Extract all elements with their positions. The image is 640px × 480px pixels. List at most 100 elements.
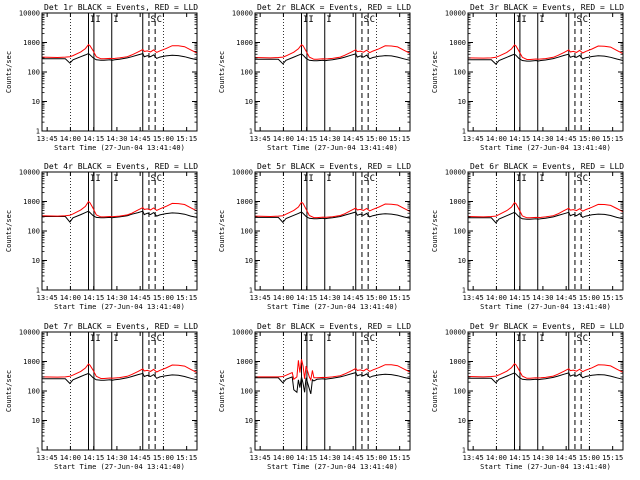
panel-3-x-axis-label: Start Time (27-Jun-04 13:41:40) [480,144,611,152]
panel-4-marker-label-4: S [150,174,155,184]
panel-7-marker-label-3: I [113,334,118,344]
panel-1-y-tick-label-2: 10 [32,98,40,106]
panel-4-x-tick-label-5: 14:45 [130,294,151,302]
panel-3-title: Det 3r BLACK = Events, RED = LLD [470,3,624,12]
panel-2-marker-label-3: I [326,15,331,25]
panel-1-y-tick-label-1: 1 [36,128,40,136]
panel-9-y-tick-label-3: 100 [453,388,466,396]
panel-8-marker-label-1: I [303,334,308,344]
panel-8-title: Det 8r BLACK = Events, RED = LLD [257,322,411,331]
panel-8-y-axis-label: Counts/sec [218,370,226,412]
panel-1-black-series [42,53,198,64]
panel-1-x-tick-label-4: 14:30 [106,135,127,143]
panel-3-marker-label-5: C [583,15,588,25]
panel-6-x-axis-label: Start Time (27-Jun-04 13:41:40) [480,303,611,311]
panel-7-y-tick-label-3: 100 [27,388,40,396]
panel-3-y-tick-label-5: 10000 [445,10,466,18]
panel-7-red-series [41,363,198,379]
panel-8-y-tick-label-3: 100 [240,388,253,396]
panel-8-black-series [255,372,411,395]
panel-3-x-tick-label-5: 14:45 [556,135,577,143]
panel-8-x-tick-label-4: 14:30 [319,454,340,462]
panel-7-title: Det 7r BLACK = Events, RED = LLD [44,322,198,331]
panel-4-y-tick-label-2: 10 [32,257,40,265]
panel-5-y-tick-label-1: 1 [249,287,253,295]
panel-2-marker-label-1: I [303,15,308,25]
panel-1-red-series [41,43,198,60]
panel-1-x-tick-label-1: 13:45 [37,135,58,143]
panel-7-x-axis-label: Start Time (27-Jun-04 13:41:40) [54,463,185,471]
panel-8-y-tick-label-4: 1000 [236,358,253,366]
panel-7-y-tick-label-4: 1000 [23,358,40,366]
panel-4-y-tick-label-4: 1000 [23,198,40,206]
panel-1-x-axis-label: Start Time (27-Jun-04 13:41:40) [54,144,185,152]
panel-7-x-tick-label-5: 14:45 [130,454,151,462]
panel-9-y-tick-label-2: 10 [458,417,466,425]
panel-7-x-tick-label-6: 15:00 [153,454,174,462]
panel-9-marker-label-4: S [576,334,581,344]
panel-1-x-tick-label-6: 15:00 [153,135,174,143]
panel-5-title: Det 5r BLACK = Events, RED = LLD [257,162,411,171]
panel-5-red-series [254,201,411,219]
panel-7-x-tick-label-7: 15:15 [176,454,197,462]
panel-2-x-tick-label-4: 14:30 [319,135,340,143]
panel-4-marker-label-2: I [95,174,100,184]
panel-2-y-tick-label-5: 10000 [232,10,253,18]
panel-4-frame [41,171,198,291]
panel-6-x-tick-label-7: 15:15 [602,294,623,302]
panel-2-frame [254,12,411,132]
panel-5-marker-label-4: S [363,174,368,184]
panel-5-marker-label-1: I [303,174,308,184]
panel-2-x-axis-label: Start Time (27-Jun-04 13:41:40) [267,144,398,152]
panel-5-x-tick-label-3: 14:15 [296,294,317,302]
panel-3-y-tick-label-2: 10 [458,98,466,106]
panel-3-y-tick-label-1: 1 [462,128,466,136]
panel-5-y-axis-label: Counts/sec [218,210,226,252]
panel-8-marker-label-2: I [308,334,313,344]
panel-4-x-tick-label-7: 15:15 [176,294,197,302]
panel-1-x-tick-label-3: 14:15 [83,135,104,143]
panel-9-y-tick-label-4: 1000 [449,358,466,366]
panel-9-x-axis-label: Start Time (27-Jun-04 13:41:40) [480,463,611,471]
panel-5-marker-label-2: I [308,174,313,184]
panel-7-y-axis-label: Counts/sec [5,370,13,412]
panel-8-x-tick-label-7: 15:15 [389,454,410,462]
panel-5-y-tick-label-4: 1000 [236,198,253,206]
panel-7-frame [41,331,198,451]
panel-3-x-tick-label-2: 14:00 [486,135,507,143]
panel-6-x-tick-label-3: 14:15 [509,294,530,302]
panel-3-y-tick-label-4: 1000 [449,39,466,47]
panel-2-x-tick-label-6: 15:00 [366,135,387,143]
panel-4-y-tick-label-5: 10000 [19,169,40,177]
panel-5-y-tick-label-3: 100 [240,228,253,236]
panel-1-marker-label-2: I [95,15,100,25]
panel-3-red-series [467,44,624,60]
panel-7-y-tick-label-5: 10000 [19,329,40,337]
panel-8-marker-label-4: S [363,334,368,344]
panel-2-x-tick-label-7: 15:15 [389,135,410,143]
panel-7-marker-label-2: I [95,334,100,344]
panel-8-y-tick-label-2: 10 [245,417,253,425]
panel-4-y-tick-label-3: 100 [27,228,40,236]
panel-9-x-tick-label-6: 15:00 [579,454,600,462]
panel-2-black-series [255,53,411,65]
panel-9-x-tick-label-1: 13:45 [463,454,484,462]
panel-4-x-tick-label-3: 14:15 [83,294,104,302]
panel-7-y-tick-label-2: 10 [32,417,40,425]
panel-8-x-tick-label-2: 14:00 [273,454,294,462]
panel-9-y-axis-label: Counts/sec [431,370,439,412]
panel-6-x-tick-label-6: 15:00 [579,294,600,302]
panel-2-x-tick-label-5: 14:45 [343,135,364,143]
panel-9-x-tick-label-4: 14:30 [532,454,553,462]
panel-3-black-series [468,53,624,65]
panel-9-y-tick-label-5: 10000 [445,329,466,337]
panel-5-x-tick-label-1: 13:45 [250,294,271,302]
panel-1-marker-label-4: S [150,15,155,25]
panel-5-black-series [255,211,411,224]
panel-6-y-tick-label-3: 100 [453,228,466,236]
panel-6-marker-label-2: I [521,174,526,184]
